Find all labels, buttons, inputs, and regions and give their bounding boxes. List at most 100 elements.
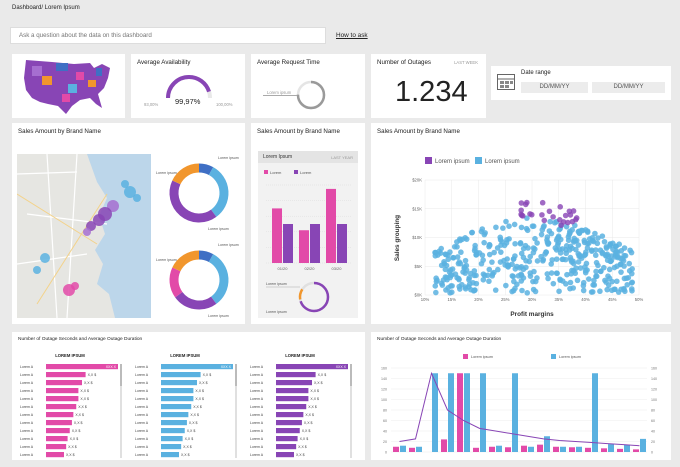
scatter-point[interactable] xyxy=(442,274,449,280)
scatter-point[interactable] xyxy=(562,212,569,219)
scatter-point[interactable] xyxy=(489,259,495,265)
scatter-point[interactable] xyxy=(482,230,488,236)
scatter-point[interactable] xyxy=(573,216,579,223)
scatter-point[interactable] xyxy=(498,249,504,255)
scatter-point[interactable] xyxy=(629,288,635,294)
hbar-scrollbar-thumb[interactable] xyxy=(235,364,237,386)
bar[interactable] xyxy=(337,224,347,263)
scatter-point[interactable] xyxy=(545,240,552,247)
combo-bar-blue[interactable] xyxy=(496,445,502,452)
scatter-point[interactable] xyxy=(520,266,527,273)
scatter-point[interactable] xyxy=(473,280,480,287)
scatter-point[interactable] xyxy=(557,204,564,210)
combo-bar-blue[interactable] xyxy=(592,373,598,452)
donut-chart-2[interactable]: Lorem ipsum Lorem ipsum Lorem ipsum xyxy=(156,241,242,319)
scatter-point[interactable] xyxy=(582,267,589,274)
scatter-point[interactable] xyxy=(549,257,556,263)
scatter-point[interactable] xyxy=(538,231,545,238)
bar[interactable] xyxy=(326,188,336,263)
hbar[interactable] xyxy=(46,412,74,418)
combo-bar-blue[interactable] xyxy=(480,373,486,452)
scatter-point[interactable] xyxy=(517,240,524,247)
donut-slice[interactable] xyxy=(175,291,217,310)
combo-bar-blue[interactable] xyxy=(416,446,422,452)
hbar[interactable] xyxy=(276,364,348,370)
scatter-point[interactable] xyxy=(433,278,440,285)
combo-bar-pink[interactable] xyxy=(601,448,607,452)
scatter-chart[interactable]: Lorem ipsum Lorem ipsum $0K $5K $10K $15K $20K… xyxy=(371,143,671,323)
scatter-point[interactable] xyxy=(523,225,530,232)
scatter-point[interactable] xyxy=(519,213,526,219)
scatter-point[interactable] xyxy=(451,243,458,250)
scatter-point[interactable] xyxy=(466,276,472,283)
hbar[interactable] xyxy=(46,396,79,402)
scatter-point[interactable] xyxy=(601,264,607,271)
scatter-point[interactable] xyxy=(550,280,557,287)
scatter-point[interactable] xyxy=(542,251,548,257)
scatter-point[interactable] xyxy=(575,259,582,265)
scatter-point[interactable] xyxy=(432,283,439,289)
scatter-point[interactable] xyxy=(604,286,610,293)
combo-bar-blue[interactable] xyxy=(464,373,470,452)
scatter-point[interactable] xyxy=(518,207,524,214)
breadcrumb[interactable]: Dashboard/ Lorem Ipsum xyxy=(12,5,80,11)
scatter-point[interactable] xyxy=(627,247,633,254)
scatter-point[interactable] xyxy=(518,271,524,278)
scatter-point[interactable] xyxy=(603,279,609,285)
scatter-point[interactable] xyxy=(567,285,573,292)
scatter-point[interactable] xyxy=(524,290,531,296)
scatter-point[interactable] xyxy=(486,242,493,249)
scatter-point[interactable] xyxy=(565,237,572,244)
scatter-point[interactable] xyxy=(492,287,499,293)
combo-bar-pink[interactable] xyxy=(537,444,543,452)
combo-bar-pink[interactable] xyxy=(473,447,479,452)
scatter-point[interactable] xyxy=(544,234,551,240)
scatter-point[interactable] xyxy=(498,242,504,248)
scatter-point[interactable] xyxy=(556,246,563,253)
scatter-point[interactable] xyxy=(580,282,587,289)
scatter-point[interactable] xyxy=(518,200,525,206)
scatter-point[interactable] xyxy=(585,276,592,282)
hbar[interactable] xyxy=(276,388,309,394)
scatter-point[interactable] xyxy=(479,252,486,259)
scatter-point[interactable] xyxy=(532,246,538,252)
scatter-point[interactable] xyxy=(573,237,580,244)
hbar-scrollbar-thumb[interactable] xyxy=(120,364,122,386)
scatter-point[interactable] xyxy=(480,276,487,283)
scatter-point[interactable] xyxy=(450,254,456,261)
hbar[interactable] xyxy=(46,444,67,450)
scatter-point[interactable] xyxy=(448,289,455,296)
hbar[interactable] xyxy=(161,396,194,402)
scatter-point[interactable] xyxy=(480,257,486,263)
hbar[interactable] xyxy=(46,420,72,426)
how-to-ask-link[interactable]: How to ask xyxy=(336,32,368,39)
scatter-point[interactable] xyxy=(577,253,584,260)
bar[interactable] xyxy=(272,208,282,263)
scatter-point[interactable] xyxy=(442,266,449,273)
hbar[interactable] xyxy=(161,388,194,394)
scatter-point[interactable] xyxy=(556,217,563,223)
scatter-point[interactable] xyxy=(438,262,445,269)
scatter-point[interactable] xyxy=(540,224,547,230)
scatter-point[interactable] xyxy=(506,223,512,230)
scatter-point[interactable] xyxy=(611,286,618,293)
hbar[interactable] xyxy=(46,428,70,434)
scatter-point[interactable] xyxy=(539,199,546,206)
hbar[interactable] xyxy=(276,380,312,386)
scatter-point[interactable] xyxy=(512,285,518,292)
scatter-point[interactable] xyxy=(449,283,455,289)
scatter-point[interactable] xyxy=(606,266,613,273)
scatter-point[interactable] xyxy=(593,273,599,280)
scatter-point[interactable] xyxy=(530,278,536,285)
hbar[interactable] xyxy=(276,412,304,418)
hbar[interactable] xyxy=(161,428,185,434)
combo-chart[interactable]: Lorem ipsum Lorem ipsum 0 0 20 20 40 40 60 60 80 80… xyxy=(371,346,671,460)
scatter-point[interactable] xyxy=(547,218,553,225)
scatter-point[interactable] xyxy=(479,226,486,232)
scatter-point[interactable] xyxy=(546,228,553,234)
scatter-point[interactable] xyxy=(480,271,487,277)
scatter-point[interactable] xyxy=(584,240,591,247)
scatter-point[interactable] xyxy=(570,267,577,274)
scatter-point[interactable] xyxy=(473,252,479,258)
combo-bar-pink[interactable] xyxy=(633,449,639,452)
